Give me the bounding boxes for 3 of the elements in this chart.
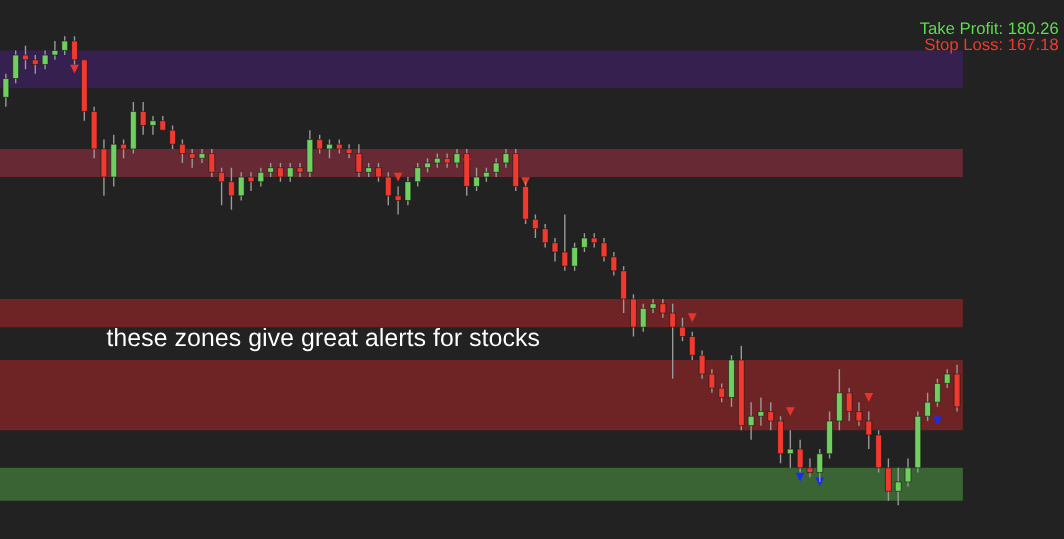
annotation: Stop Loss: 167.18 (925, 38, 1058, 54)
text: Take Profit: 180.26 (920, 21, 1058, 35)
annotation: these zones give great alerts for stocks (106, 327, 540, 352)
